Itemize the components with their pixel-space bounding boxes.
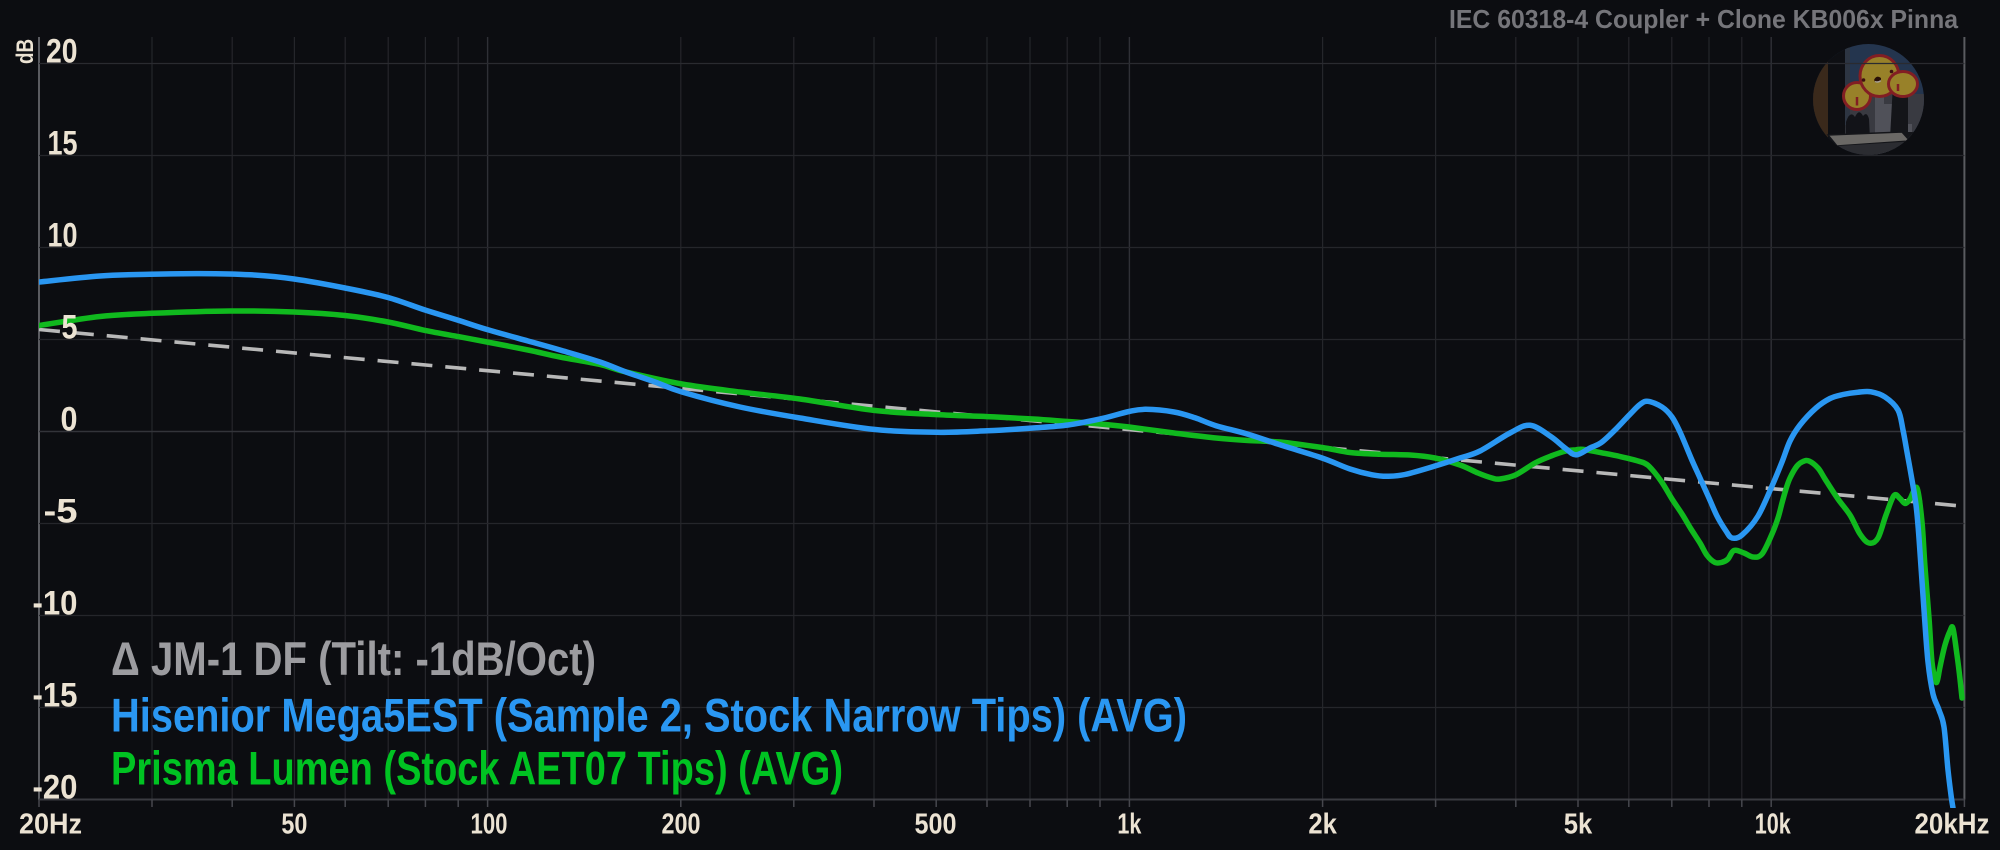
svg-text:-10: -10: [33, 585, 78, 623]
svg-text:20Hz: 20Hz: [19, 809, 82, 841]
svg-text:5: 5: [62, 309, 78, 347]
svg-text:Hisenior Mega5EST (Sample 2, S: Hisenior Mega5EST (Sample 2, Stock Narro…: [111, 689, 1187, 742]
svg-text:50: 50: [281, 809, 307, 841]
svg-text:1k: 1k: [1117, 809, 1142, 841]
svg-text:0: 0: [61, 401, 78, 439]
svg-text:20: 20: [46, 33, 78, 71]
svg-text:100: 100: [471, 809, 508, 841]
svg-text:10k: 10k: [1755, 809, 1792, 841]
svg-text:Δ JM-1 DF (Tilt: -1dB/Oct): Δ JM-1 DF (Tilt: -1dB/Oct): [111, 632, 596, 685]
svg-text:500: 500: [915, 809, 957, 841]
svg-text:-5: -5: [44, 493, 78, 531]
svg-text:IEC 60318-4 Coupler + Clone KB: IEC 60318-4 Coupler + Clone KB006x Pinna: [1449, 4, 1959, 34]
svg-text:10: 10: [48, 217, 78, 255]
svg-text:dB: dB: [12, 39, 39, 64]
svg-text:-15: -15: [33, 677, 78, 715]
svg-text:2k: 2k: [1308, 809, 1337, 841]
svg-text:-20: -20: [33, 769, 78, 807]
svg-text:5k: 5k: [1564, 809, 1593, 841]
svg-text:Prisma Lumen (Stock AET07 Tips: Prisma Lumen (Stock AET07 Tips) (AVG): [111, 742, 843, 795]
svg-text:20kHz: 20kHz: [1915, 809, 1990, 841]
svg-text:15: 15: [48, 125, 78, 163]
svg-text:200: 200: [662, 809, 701, 841]
